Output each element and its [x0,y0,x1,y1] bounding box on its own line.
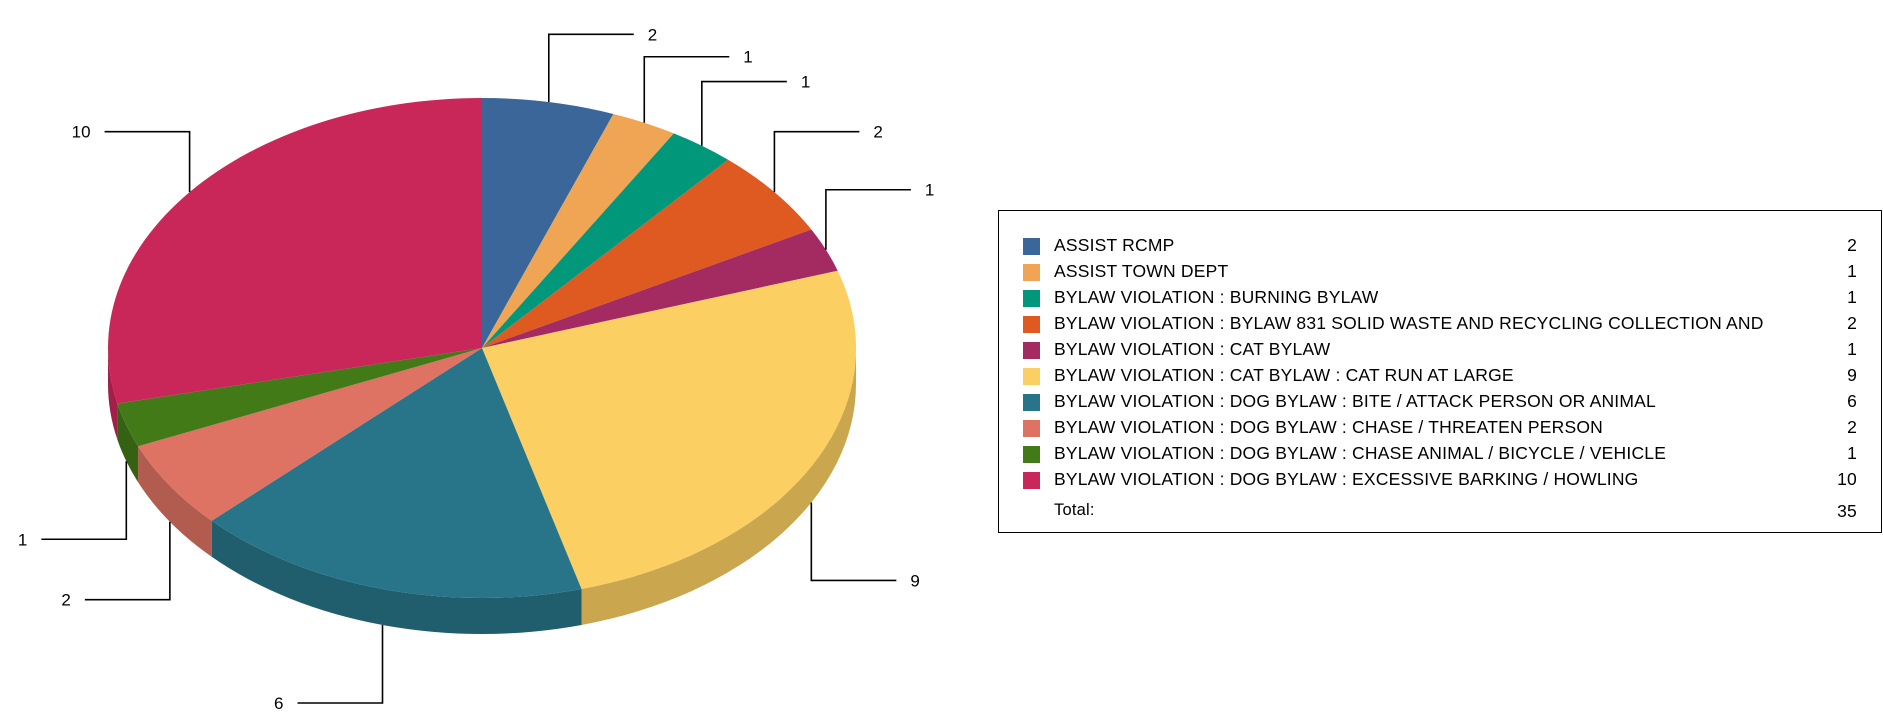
legend-swatch [1023,342,1040,359]
legend-label: BYLAW VIOLATION : DOG BYLAW : BITE / ATT… [1054,391,1656,411]
pie-slice-2 [482,133,729,348]
legend-label: ASSIST TOWN DEPT [1054,261,1229,281]
legend-value: 1 [1847,339,1857,359]
leader-line-4 [825,188,911,250]
legend-item: BYLAW VIOLATION : DOG BYLAW : CHASE ANIM… [1023,441,1857,467]
pie-sides [108,348,856,634]
legend-label: ASSIST RCMP [1054,235,1175,255]
leader-line-2 [701,80,787,146]
legend-item: BYLAW VIOLATION : DOG BYLAW : EXCESSIVE … [1023,467,1857,493]
legend-swatch [1023,316,1040,333]
pie-slice-side-7 [138,446,212,557]
data-label-3: 2 [873,123,882,142]
leader-line-0 [547,33,634,103]
pie-slice-6 [211,348,582,598]
pie-leaders: 2 1 1 2 1 9 6 2 1 10 [18,25,935,713]
legend-total-label: Total: [1054,501,1095,519]
data-label-8: 1 [18,530,27,549]
legend-item: BYLAW VIOLATION : CAT BYLAW : CAT RUN AT… [1023,363,1857,389]
data-label-7: 2 [61,591,70,610]
leader-line-8 [41,461,128,541]
leader-line-7 [84,521,171,601]
leader-line-5 [810,502,897,582]
data-label-1: 1 [743,48,752,67]
legend-item: BYLAW VIOLATION : DOG BYLAW : BITE / ATT… [1023,389,1857,415]
legend-label: BYLAW VIOLATION : BURNING BYLAW [1054,287,1379,307]
leader-line-3 [773,130,860,193]
legend-value: 2 [1847,235,1857,255]
pie-slice-7 [138,348,482,521]
pie-slice-8 [117,348,483,447]
legend-item: BYLAW VIOLATION : BYLAW 831 SOLID WASTE … [1023,311,1857,337]
legend-item: BYLAW VIOLATION : CAT BYLAW 1 [1023,337,1857,363]
legend-label: BYLAW VIOLATION : CAT BYLAW : CAT RUN AT… [1054,365,1514,385]
legend-item: BYLAW VIOLATION : DOG BYLAW : CHASE / TH… [1023,415,1857,441]
pie-slice-side-6 [211,520,582,634]
legend-label: BYLAW VIOLATION : BYLAW 831 SOLID WASTE … [1054,313,1764,333]
pie-slice-5 [482,270,856,589]
legend-label: BYLAW VIOLATION : DOG BYLAW : CHASE / TH… [1054,417,1603,437]
pie-slice-side-8 [117,403,139,483]
legend-item: BYLAW VIOLATION : BURNING BYLAW 1 [1023,285,1857,311]
pie-slice-0 [482,98,614,348]
legend-total-value: 35 [1837,501,1857,521]
data-label-2: 1 [801,73,810,92]
legend-value: 6 [1847,391,1857,411]
legend-value: 1 [1847,261,1857,281]
pie-slice-1 [482,113,674,348]
legend-label: BYLAW VIOLATION : CAT BYLAW [1054,339,1331,359]
pie-slice-side-5 [581,348,856,625]
pie-slice-side-9 [108,348,118,440]
data-label-6: 6 [274,694,283,713]
legend-item: ASSIST RCMP 2 [1023,233,1857,259]
legend-swatch [1023,238,1040,255]
leader-line-1 [643,55,730,123]
data-label-0: 2 [648,25,657,44]
legend-swatch [1023,368,1040,385]
legend-value: 1 [1847,287,1857,307]
legend-swatch [1023,264,1040,281]
pie-tops [107,98,856,598]
legend-swatch [1023,446,1040,463]
leader-line-9 [104,130,191,193]
legend-label: BYLAW VIOLATION : DOG BYLAW : EXCESSIVE … [1054,469,1639,489]
pie-slice-3 [482,159,812,348]
legend-value: 2 [1847,313,1857,333]
legend-total-row: Total: 35 [1023,499,1857,525]
legend-value: 1 [1847,443,1857,463]
legend-value: 2 [1847,417,1857,437]
legend-value: 10 [1837,469,1857,489]
legend-value: 9 [1847,365,1857,385]
pie-slice-4 [482,229,838,348]
data-label-4: 1 [925,181,934,200]
leader-line-6 [297,624,384,704]
pie-slice-9 [107,98,482,404]
legend: ASSIST RCMP 2 ASSIST TOWN DEPT 1 BYLAW VIOLA… [998,210,1882,533]
legend-swatch [1023,472,1040,489]
legend-swatch [1023,290,1040,307]
legend-swatch [1023,420,1040,437]
legend-item: ASSIST TOWN DEPT 1 [1023,259,1857,285]
data-label-5: 9 [910,571,919,590]
data-label-9: 10 [72,123,91,142]
legend-label: BYLAW VIOLATION : DOG BYLAW : CHASE ANIM… [1054,443,1667,463]
legend-swatch [1023,394,1040,411]
